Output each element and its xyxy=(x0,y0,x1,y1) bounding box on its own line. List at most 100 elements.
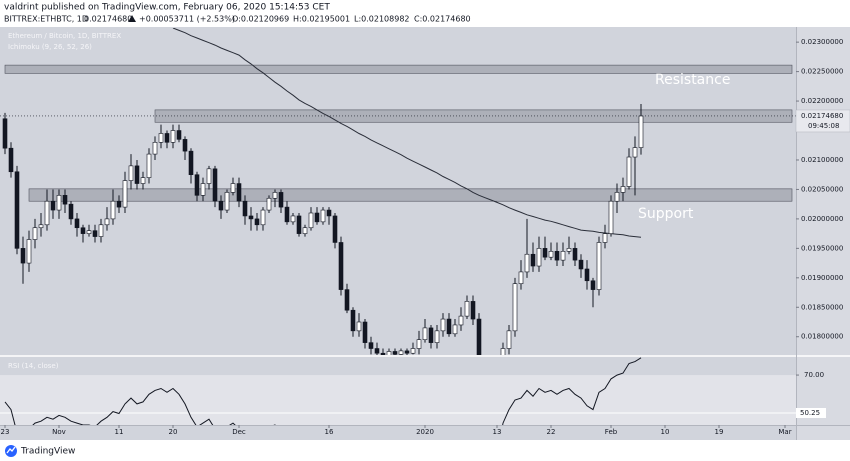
candle-body xyxy=(386,351,392,355)
candle-body xyxy=(590,280,596,290)
footer-brand: TradingView xyxy=(20,447,75,457)
y-tick-label: 0.02000000 xyxy=(801,215,843,223)
candle-body xyxy=(308,212,314,229)
candle-body xyxy=(506,330,512,349)
x-tick-label: 2020 xyxy=(416,428,434,436)
candle-body xyxy=(14,171,20,249)
candle-body xyxy=(2,118,8,149)
candle-body xyxy=(20,248,26,264)
candle-body xyxy=(32,227,38,240)
candle-body xyxy=(74,218,80,229)
candle-body xyxy=(410,348,416,354)
candle-body xyxy=(620,186,626,193)
candle-body xyxy=(380,352,386,355)
candle-body xyxy=(500,348,506,355)
candle-body xyxy=(434,330,440,343)
annotation: Support xyxy=(638,206,694,222)
rsi-title: RSI (14, close) xyxy=(8,362,59,370)
candle-body xyxy=(146,153,152,178)
candle-body xyxy=(122,180,128,208)
candle-body xyxy=(80,227,86,234)
candle-body xyxy=(296,215,302,234)
y-tick-label: 0.02200000 xyxy=(801,97,843,105)
candle-body xyxy=(614,192,620,202)
candle-body xyxy=(452,324,458,335)
candle-body xyxy=(362,321,368,343)
price-axis-bg xyxy=(796,27,850,440)
x-tick-label: 22 xyxy=(547,428,556,436)
x-tick-label: Mar xyxy=(778,428,791,436)
y-tick-label: 0.01900000 xyxy=(801,274,843,282)
countdown: 09:45:08 xyxy=(808,122,839,130)
candle-body xyxy=(428,327,434,343)
x-tick-label: 11 xyxy=(115,428,124,436)
y-tick-label: 0.01850000 xyxy=(801,303,843,311)
candle-body xyxy=(278,192,284,208)
candle-body xyxy=(632,147,638,158)
candle-body xyxy=(560,251,566,261)
candle-body xyxy=(638,115,644,148)
candle-body xyxy=(368,342,374,349)
candle-body xyxy=(86,230,92,234)
candle-body xyxy=(104,218,110,226)
y-tick-label: 0.01800000 xyxy=(801,333,843,341)
candle-body xyxy=(458,315,464,326)
candle-body xyxy=(68,203,74,220)
author-line: valdrint published on TradingView.com, F… xyxy=(4,3,330,13)
footer-bg xyxy=(0,440,850,461)
y-tick-label: 0.02250000 xyxy=(801,68,843,76)
annotation: Resistance xyxy=(655,72,730,88)
y-tick-label: 0.01950000 xyxy=(801,244,843,252)
candle-body xyxy=(326,209,332,217)
rsi-level-box xyxy=(796,407,826,418)
y-tick-label: 0.02050000 xyxy=(801,185,843,193)
candle-body xyxy=(608,200,614,234)
candle-body xyxy=(440,318,446,332)
header-bg xyxy=(0,0,850,27)
last-price: 0.02174680 xyxy=(84,15,132,24)
rsi-band xyxy=(0,375,796,425)
candle-body xyxy=(398,350,404,355)
candle-body xyxy=(176,130,182,140)
candle-body xyxy=(422,327,428,340)
candle-body xyxy=(542,248,548,258)
rsi-line xyxy=(4,357,642,425)
x-tick-label: 13 xyxy=(493,428,502,436)
candle-body xyxy=(200,183,206,196)
x-tick-label: 20 xyxy=(169,428,178,436)
candle-body xyxy=(530,253,536,267)
candle-body xyxy=(230,183,236,193)
candle-body xyxy=(446,318,452,335)
candle-body xyxy=(212,168,218,202)
candle-body xyxy=(128,165,134,181)
candle-body xyxy=(338,242,344,290)
candle-body xyxy=(596,242,602,290)
candle-body xyxy=(392,351,398,355)
candle-body xyxy=(140,177,146,184)
candle-body xyxy=(344,289,350,311)
candle-body xyxy=(170,130,176,143)
zone xyxy=(4,64,793,74)
moving-average xyxy=(172,28,642,238)
candle-body xyxy=(578,259,584,270)
candle-body xyxy=(470,301,476,320)
candle-body xyxy=(350,309,356,332)
chart-bg xyxy=(0,27,850,440)
candle-body xyxy=(182,139,188,152)
open: O:0.02120969 xyxy=(232,15,289,24)
candle-body xyxy=(548,251,554,258)
candle-body xyxy=(284,206,290,223)
rsi-tick-label: 70.00 xyxy=(804,371,824,379)
candle-body xyxy=(476,318,482,355)
x-tick-label: Dec xyxy=(232,428,246,436)
x-tick-label: 23 xyxy=(1,428,10,436)
candle-body xyxy=(602,233,608,243)
candle-body xyxy=(236,183,242,202)
candle-body xyxy=(584,268,590,282)
candle-body xyxy=(512,283,518,332)
candle-body xyxy=(56,195,62,211)
candle-body xyxy=(332,215,338,243)
x-tick-label: 19 xyxy=(715,428,724,436)
candle-body xyxy=(254,218,260,226)
